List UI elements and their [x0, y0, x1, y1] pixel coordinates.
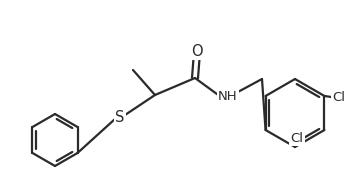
Text: Cl: Cl [332, 92, 345, 104]
Text: NH: NH [218, 89, 238, 103]
Text: Cl: Cl [291, 132, 303, 145]
Text: O: O [191, 44, 203, 59]
Text: S: S [115, 111, 125, 126]
